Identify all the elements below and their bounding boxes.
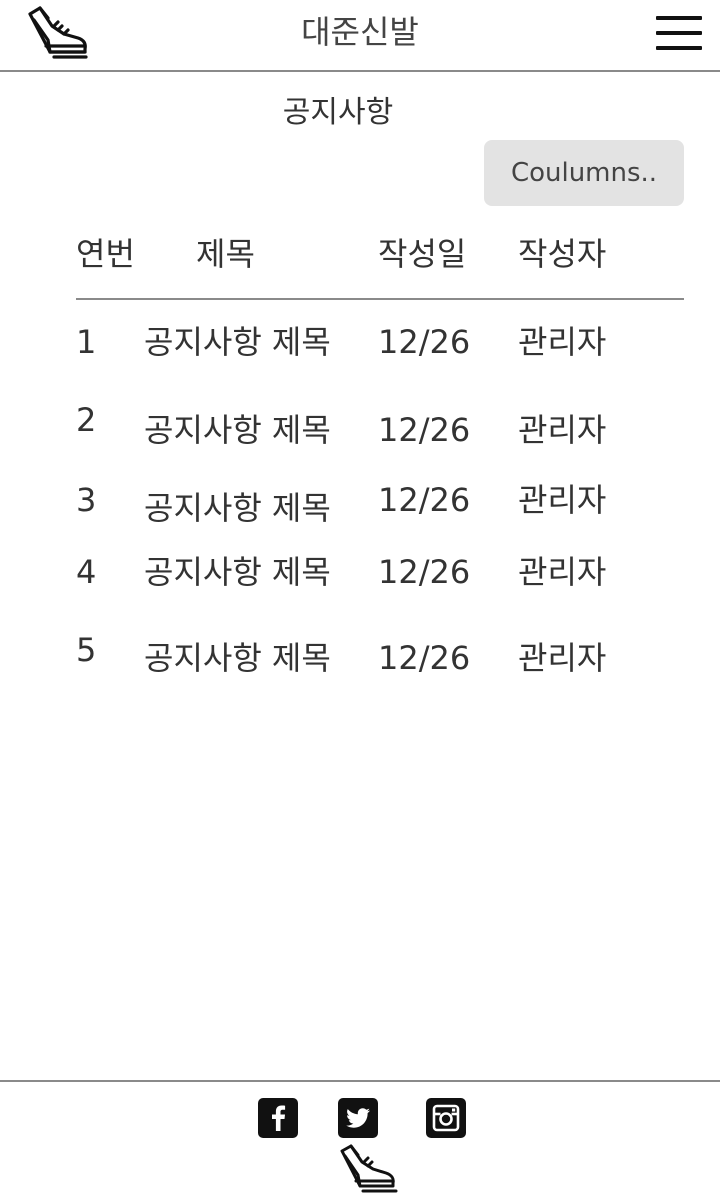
table-row[interactable]: 3 공지사항 제목 12/26 관리자 — [0, 480, 720, 540]
table-row[interactable]: 5 공지사항 제목 12/26 관리자 — [0, 630, 720, 690]
row-number: 3 — [76, 481, 97, 519]
row-author: 관리자 — [518, 411, 607, 449]
row-title-link[interactable]: 공지사항 제목 — [144, 553, 331, 591]
row-number: 2 — [76, 401, 97, 439]
row-date: 12/26 — [378, 639, 471, 677]
row-author: 관리자 — [518, 481, 607, 519]
twitter-icon[interactable] — [338, 1098, 378, 1138]
row-author: 관리자 — [518, 639, 607, 677]
page-footer — [0, 1080, 720, 1200]
row-date: 12/26 — [378, 411, 471, 449]
row-title-link[interactable]: 공지사항 제목 — [144, 639, 331, 677]
shoe-icon — [336, 1142, 402, 1194]
instagram-icon[interactable] — [426, 1098, 466, 1138]
row-title-link[interactable]: 공지사항 제목 — [144, 411, 331, 449]
column-header-author: 작성자 — [518, 235, 607, 273]
table-row[interactable]: 4 공지사항 제목 12/26 관리자 — [0, 552, 720, 612]
column-header-title: 제목 — [196, 235, 255, 273]
row-number: 5 — [76, 631, 97, 669]
row-title-link[interactable]: 공지사항 제목 — [144, 323, 331, 361]
row-date: 12/26 — [378, 553, 471, 591]
shoe-logo-icon[interactable] — [24, 4, 90, 60]
row-date: 12/26 — [378, 323, 471, 361]
row-title-link[interactable]: 공지사항 제목 — [144, 489, 331, 527]
columns-button[interactable]: Coulumns.. — [484, 140, 684, 206]
table-row[interactable]: 2 공지사항 제목 12/26 관리자 — [0, 400, 720, 460]
table-header: 연번 제목 작성일 작성자 — [76, 226, 684, 300]
row-author: 관리자 — [518, 323, 607, 361]
column-header-number: 연번 — [76, 235, 135, 273]
row-author: 관리자 — [518, 553, 607, 591]
page-title: 공지사항 — [282, 95, 394, 130]
hamburger-menu-icon[interactable] — [654, 14, 704, 52]
facebook-icon[interactable] — [258, 1098, 298, 1138]
row-number: 1 — [76, 323, 97, 361]
column-header-date: 작성일 — [378, 235, 467, 273]
row-date: 12/26 — [378, 481, 471, 519]
site-title: 대준신발 — [301, 13, 419, 51]
table-row[interactable]: 1 공지사항 제목 12/26 관리자 — [0, 322, 720, 382]
top-header: 대준신발 — [0, 0, 720, 72]
row-number: 4 — [76, 553, 97, 591]
